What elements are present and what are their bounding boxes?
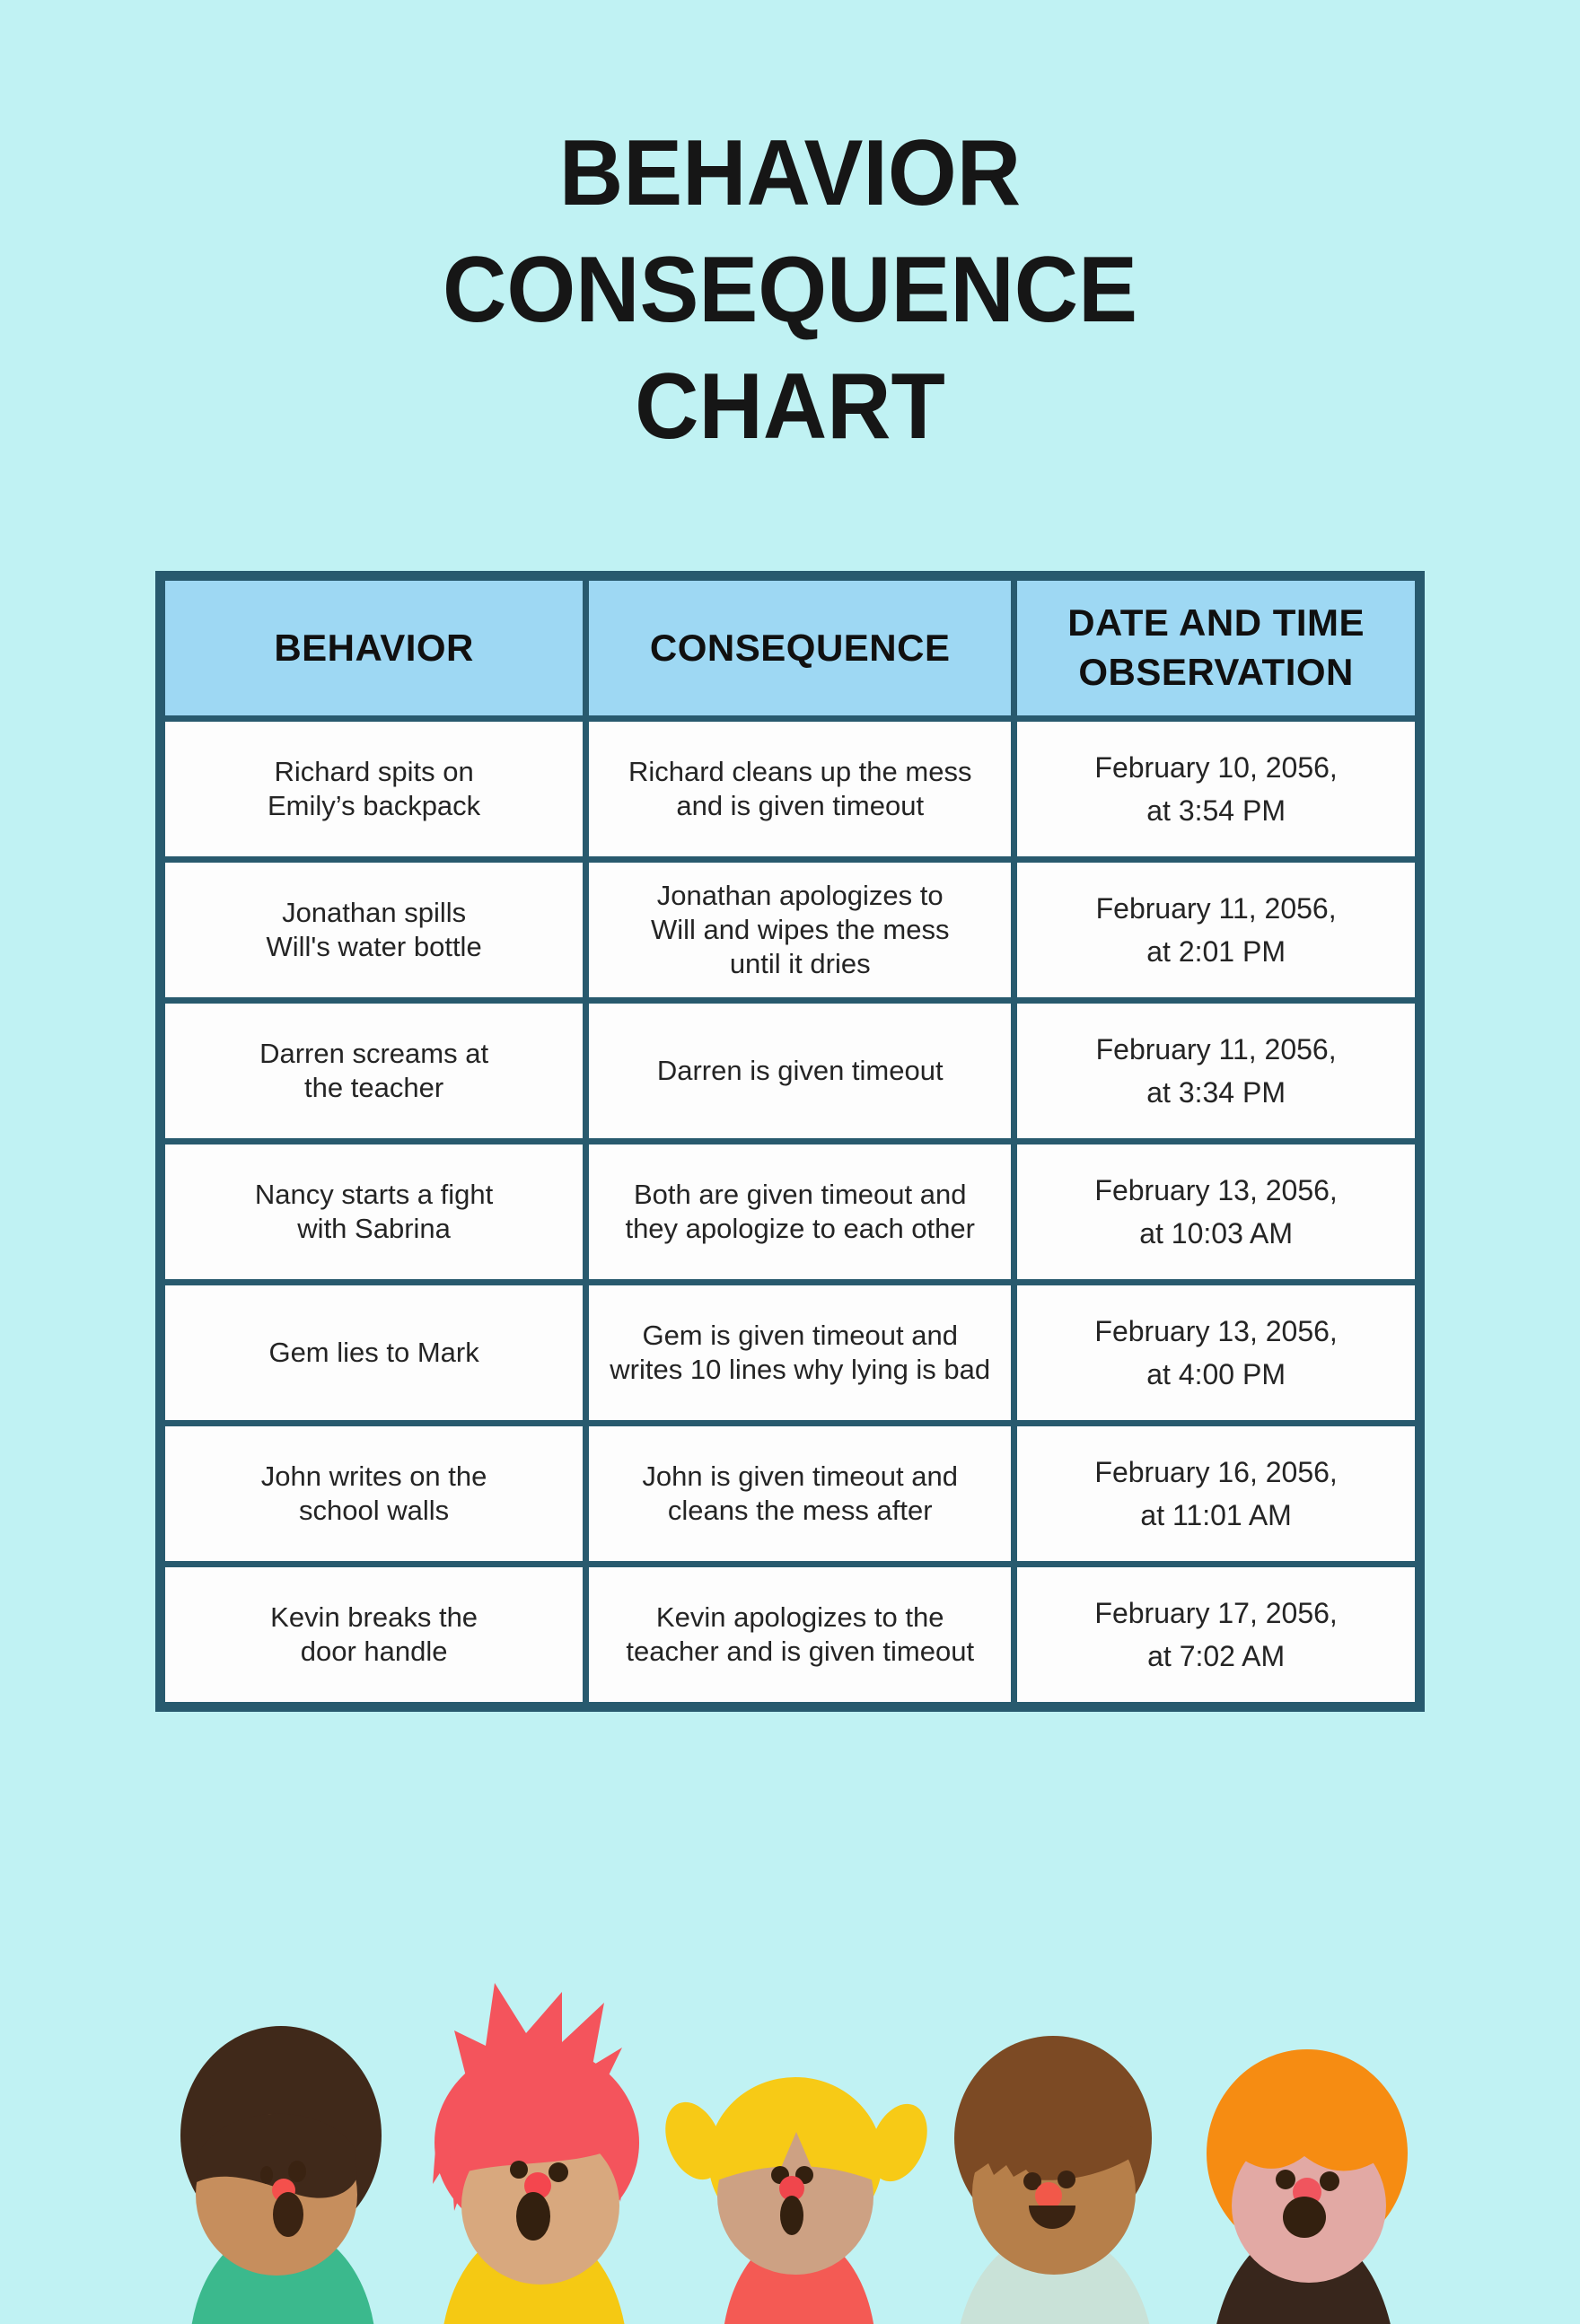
child-2-hair-fringe <box>461 2099 619 2173</box>
child-1-mouth <box>273 2192 303 2237</box>
child-girl-red-ponytail <box>433 1983 639 2324</box>
behavior-cell: Nancy starts a fight with Sabrina <box>156 1138 590 1285</box>
child-5-hair-fringe <box>1231 2097 1384 2171</box>
child-1-right-eye <box>288 2161 306 2182</box>
table-row: Jonathan spills Will's water bottle Jona… <box>156 856 1423 1004</box>
child-boy-bowl-cut <box>954 2036 1152 2324</box>
date-cell: February 13, 2056, at 10:03 AM <box>1011 1138 1423 1285</box>
table-row: Gem lies to Mark Gem is given timeout an… <box>156 1279 1423 1426</box>
column-header-consequence: CONSEQUENCE <box>583 573 1018 722</box>
child-4-nose <box>1035 2182 1062 2209</box>
table-row: Darren screams at the teacher Darren is … <box>156 997 1423 1144</box>
consequence-cell: Kevin apologizes to the teacher and is g… <box>583 1561 1018 1710</box>
table-row: Nancy starts a fight with Sabrina Both a… <box>156 1138 1423 1285</box>
child-girl-orange-hair <box>1207 2049 1408 2324</box>
child-3-left-pigtail <box>665 2101 723 2180</box>
child-3-right-pigtail <box>870 2103 927 2182</box>
date-cell: February 11, 2056, at 2:01 PM <box>1011 856 1423 1004</box>
date-cell: February 11, 2056, at 3:34 PM <box>1011 997 1423 1144</box>
child-5-mouth <box>1283 2197 1326 2238</box>
behavior-cell: Richard spits on Emily’s backpack <box>156 715 590 863</box>
child-4-hair-fringe <box>974 2103 1137 2180</box>
child-3-nose <box>779 2176 804 2201</box>
behavior-cell: Gem lies to Mark <box>156 1279 590 1426</box>
child-boy-dark-brown-hair <box>180 2026 382 2324</box>
behavior-cell: Darren screams at the teacher <box>156 997 590 1144</box>
date-cell: February 13, 2056, at 4:00 PM <box>1011 1279 1423 1426</box>
behavior-cell: Kevin breaks the door handle <box>156 1561 590 1710</box>
consequence-cell: Richard cleans up the mess and is given … <box>583 715 1018 863</box>
behavior-cell: John writes on the school walls <box>156 1420 590 1567</box>
page-title: BEHAVIOR CONSEQUENCE CHART <box>442 121 1138 459</box>
child-1-left-eye <box>260 2166 273 2184</box>
date-cell: February 16, 2056, at 11:01 AM <box>1011 1420 1423 1567</box>
consequence-cell: John is given timeout and cleans the mes… <box>583 1420 1018 1567</box>
table-row: John writes on the school walls John is … <box>156 1420 1423 1567</box>
child-5-right-eye <box>1320 2171 1339 2191</box>
child-2-hair-strand <box>623 2139 639 2184</box>
children-illustration <box>180 1983 1408 2324</box>
behavior-consequence-table: BEHAVIOR CONSEQUENCE DATE AND TIME OBSER… <box>155 571 1425 1712</box>
column-header-behavior: BEHAVIOR <box>156 573 590 722</box>
behavior-cell: Jonathan spills Will's water bottle <box>156 856 590 1004</box>
table-row: Kevin breaks the door handle Kevin apolo… <box>156 1561 1423 1710</box>
child-2-mouth <box>516 2192 550 2241</box>
date-cell: February 17, 2056, at 7:02 AM <box>1011 1561 1423 1710</box>
consequence-cell: Jonathan apologizes to Will and wipes th… <box>583 856 1018 1004</box>
table-row: Richard spits on Emily’s backpack Richar… <box>156 715 1423 863</box>
table-header-row: BEHAVIOR CONSEQUENCE DATE AND TIME OBSER… <box>156 573 1423 722</box>
child-2-left-eye <box>510 2161 528 2179</box>
consequence-cell: Gem is given timeout and writes 10 lines… <box>583 1279 1018 1426</box>
column-header-date-time: DATE AND TIME OBSERVATION <box>1011 573 1423 722</box>
child-3-hair-part <box>780 2132 812 2170</box>
child-4-right-eye <box>1058 2171 1075 2188</box>
child-4-left-eye <box>1023 2172 1041 2190</box>
child-1-hair-fringe <box>197 2113 357 2198</box>
child-girl-blonde-pigtails <box>665 2077 927 2324</box>
consequence-cell: Darren is given timeout <box>583 997 1018 1144</box>
child-3-mouth <box>780 2196 803 2235</box>
date-cell: February 10, 2056, at 3:54 PM <box>1011 715 1423 863</box>
child-5-left-eye <box>1276 2170 1295 2189</box>
consequence-cell: Both are given timeout and they apologiz… <box>583 1138 1018 1285</box>
poster: BEHAVIOR CONSEQUENCE CHART BEHAVIOR CONS… <box>0 115 1580 2324</box>
child-2-right-eye <box>549 2162 568 2182</box>
child-2-hair-strand <box>609 2151 628 2202</box>
